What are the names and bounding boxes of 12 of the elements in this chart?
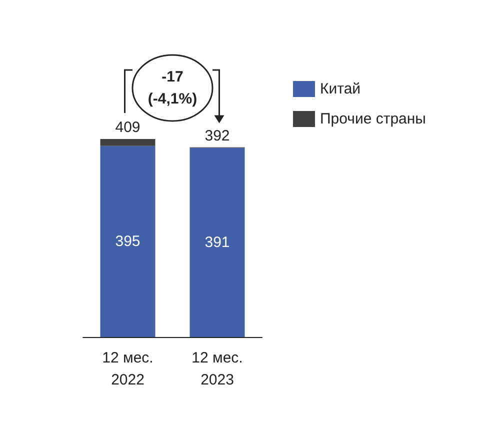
total-label: 409 [115,119,140,136]
data-label: 395 [115,232,140,250]
bar [100,139,156,146]
total-label: 392 [204,127,230,144]
text: -17 (-4,1%) [148,68,198,108]
bar [190,148,245,337]
x-tick-label: 12 мес. 2023 [192,350,243,388]
legend-label: Прочие страны [320,110,426,128]
x-tick-label: 12 мес. 2022 [102,350,154,388]
data-label: 391 [204,234,230,251]
legend-label: Китай [320,80,361,98]
bar [100,146,156,337]
